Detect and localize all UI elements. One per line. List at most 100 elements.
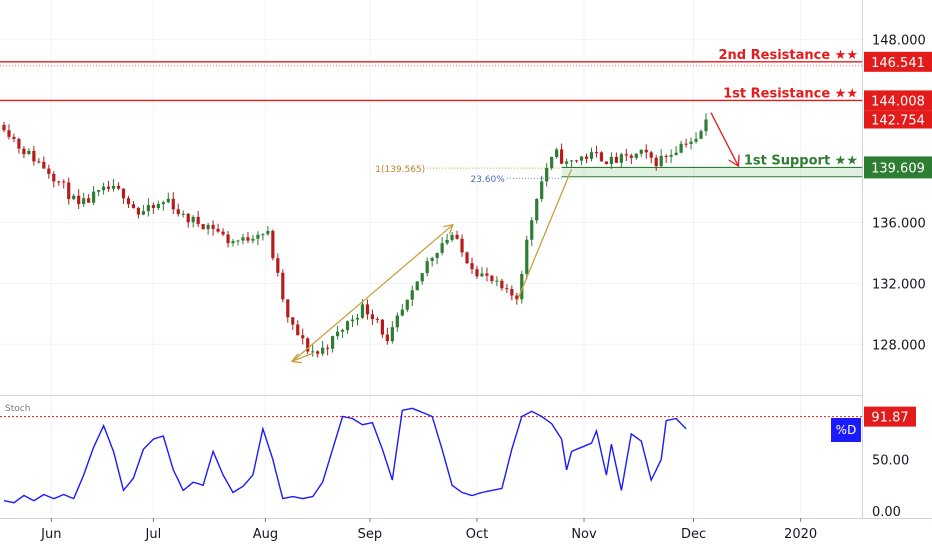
candle-body xyxy=(654,157,658,167)
grid-lines xyxy=(0,0,932,519)
candle xyxy=(505,283,509,293)
candle-body xyxy=(236,240,240,242)
candle-body xyxy=(380,319,384,335)
candle xyxy=(301,328,305,345)
candle-body xyxy=(291,317,295,325)
candle-body xyxy=(22,148,26,155)
fib-label-2: 23.60% xyxy=(471,175,506,185)
candle-body xyxy=(27,150,31,155)
candle-body xyxy=(475,269,479,277)
candle xyxy=(87,194,91,203)
candle-body xyxy=(121,188,126,199)
candle-body xyxy=(321,347,325,354)
price-level-value: 139.609 xyxy=(871,161,925,176)
time-tick-label: Dec xyxy=(681,527,706,542)
candle xyxy=(674,146,678,156)
candle-body xyxy=(296,324,300,336)
forecast-arrow xyxy=(710,112,738,166)
candle-body xyxy=(624,154,628,156)
candle xyxy=(594,145,599,158)
stoch-value: 91.87 xyxy=(871,411,908,426)
candle-body xyxy=(2,124,6,131)
candle-body xyxy=(311,351,315,353)
candle xyxy=(579,156,584,166)
legend-badge[interactable] xyxy=(831,418,861,442)
candle-body xyxy=(161,202,165,205)
candle xyxy=(485,267,489,282)
candle-body xyxy=(7,130,11,137)
candle xyxy=(649,150,653,164)
candle xyxy=(495,276,499,287)
stoch-tick-label: 0.00 xyxy=(872,505,901,520)
candle-body xyxy=(405,299,409,310)
candle-body xyxy=(440,243,444,253)
candle-body xyxy=(92,191,96,203)
candle-body xyxy=(251,238,255,241)
candle xyxy=(644,144,648,159)
candle xyxy=(525,235,529,280)
candle-body xyxy=(111,185,116,189)
candle-body xyxy=(400,309,404,316)
candle-body xyxy=(316,351,320,354)
candle-body xyxy=(87,198,91,203)
time-axis[interactable]: Jun Jul Aug Sep Oct Nov Dec 2020 xyxy=(40,518,817,542)
candle xyxy=(62,179,66,189)
candle-body xyxy=(211,224,215,229)
candle xyxy=(535,198,539,224)
candle xyxy=(57,180,61,186)
candle xyxy=(654,154,658,171)
candle-body xyxy=(604,161,609,164)
candle-body xyxy=(171,198,175,210)
candle xyxy=(694,132,698,144)
candle-body xyxy=(560,149,564,164)
candle xyxy=(82,192,86,207)
candle xyxy=(560,143,564,165)
candle-body xyxy=(589,152,594,159)
candle xyxy=(131,200,136,209)
candle-body xyxy=(151,205,155,208)
candle-body xyxy=(106,186,111,189)
candle-body xyxy=(425,260,429,274)
candle-body xyxy=(450,234,454,240)
price-level-tag xyxy=(864,51,932,72)
candle-body xyxy=(385,334,389,342)
candle xyxy=(296,320,300,336)
candle-body xyxy=(465,252,469,264)
candle xyxy=(156,200,160,211)
candle-body xyxy=(674,152,678,155)
candle-body xyxy=(659,155,663,167)
candle-body xyxy=(510,289,514,296)
candle-body xyxy=(82,198,86,204)
candle-body xyxy=(141,211,146,215)
level-label: 1st Support ★★ xyxy=(744,153,858,168)
candle-body xyxy=(664,155,668,157)
candle xyxy=(171,192,175,215)
candle xyxy=(22,145,26,159)
candle xyxy=(410,285,414,307)
candle xyxy=(311,344,315,357)
candle-body xyxy=(12,136,16,139)
candle xyxy=(121,188,126,204)
candle-body xyxy=(330,336,335,349)
candle-body xyxy=(52,173,56,182)
candle xyxy=(634,153,638,160)
candle xyxy=(440,236,444,256)
candle xyxy=(67,177,71,205)
candle xyxy=(550,156,554,171)
candle xyxy=(321,340,325,356)
price-axis[interactable]: 146.541 144.008 139.609 142.754 91.87 148.000… xyxy=(864,34,932,520)
candle xyxy=(335,325,340,340)
candle xyxy=(241,233,245,245)
candle-body xyxy=(256,234,260,239)
candle xyxy=(569,160,574,168)
candle-body xyxy=(146,205,150,212)
candle-body xyxy=(355,317,360,320)
candle xyxy=(286,299,290,323)
candle-body xyxy=(460,238,464,253)
candle xyxy=(27,148,31,155)
candle-body xyxy=(370,314,375,320)
candle xyxy=(365,299,370,320)
candle xyxy=(465,251,469,265)
candle xyxy=(619,152,623,169)
